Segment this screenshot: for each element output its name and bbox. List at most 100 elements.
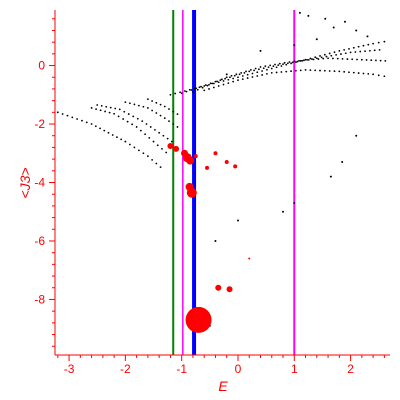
y-tick-label: 0 bbox=[38, 59, 45, 73]
black-point bbox=[348, 47, 350, 50]
black-point bbox=[286, 62, 289, 65]
y-tick-label: -6 bbox=[34, 234, 45, 248]
black-point bbox=[370, 59, 373, 62]
black-point bbox=[241, 75, 244, 77]
red-point bbox=[193, 154, 198, 159]
black-point bbox=[225, 73, 228, 76]
black-point bbox=[123, 110, 126, 113]
black-point bbox=[136, 117, 139, 120]
black-point bbox=[240, 71, 243, 74]
black-point bbox=[151, 100, 154, 102]
black-point bbox=[245, 70, 247, 73]
black-point bbox=[203, 85, 206, 87]
black-point bbox=[159, 103, 162, 106]
black-point bbox=[256, 75, 259, 77]
large-red-point bbox=[185, 306, 212, 333]
black-point bbox=[368, 49, 371, 52]
black-point bbox=[176, 126, 179, 128]
black-point bbox=[259, 49, 262, 52]
black-point bbox=[127, 113, 130, 115]
black-point bbox=[159, 166, 162, 169]
black-point bbox=[294, 61, 297, 64]
black-point bbox=[329, 175, 332, 178]
black-point bbox=[293, 60, 296, 63]
black-point bbox=[314, 56, 317, 59]
x-tick-label: 1 bbox=[291, 362, 298, 376]
black-point bbox=[355, 134, 358, 137]
black-point bbox=[216, 80, 218, 83]
red-point bbox=[186, 156, 195, 165]
black-point bbox=[154, 128, 156, 131]
red-point bbox=[215, 284, 222, 291]
black-point bbox=[341, 57, 344, 60]
black-point bbox=[158, 131, 161, 134]
black-point bbox=[152, 140, 155, 143]
black-point bbox=[270, 67, 273, 70]
black-point bbox=[307, 59, 310, 61]
black-point bbox=[139, 129, 142, 132]
black-data-points bbox=[56, 11, 387, 327]
black-point bbox=[133, 146, 136, 149]
red-point bbox=[226, 286, 233, 293]
black-point bbox=[204, 84, 207, 86]
red-point bbox=[224, 160, 229, 165]
black-point bbox=[224, 77, 227, 80]
black-point bbox=[114, 107, 117, 110]
black-point bbox=[146, 98, 149, 101]
black-point bbox=[104, 110, 107, 113]
black-point bbox=[233, 74, 236, 77]
black-point bbox=[325, 55, 328, 58]
black-point bbox=[373, 49, 376, 52]
black-point bbox=[269, 64, 272, 67]
black-point bbox=[188, 88, 191, 91]
black-point bbox=[327, 57, 329, 60]
black-point bbox=[362, 44, 365, 47]
black-point bbox=[108, 111, 111, 114]
black-point bbox=[155, 101, 158, 104]
black-point bbox=[357, 72, 360, 74]
black-point bbox=[304, 69, 307, 71]
black-point bbox=[151, 158, 154, 161]
black-point bbox=[330, 54, 333, 57]
black-point bbox=[375, 59, 377, 62]
black-point bbox=[254, 67, 257, 70]
black-point bbox=[229, 76, 231, 79]
black-point bbox=[241, 78, 244, 81]
black-point bbox=[288, 61, 291, 63]
black-point bbox=[275, 66, 278, 69]
black-point bbox=[118, 108, 121, 111]
black-point bbox=[183, 90, 186, 92]
x-tick-label: 2 bbox=[347, 362, 354, 376]
black-point bbox=[222, 83, 225, 86]
black-point bbox=[113, 112, 116, 115]
black-point bbox=[107, 131, 110, 134]
black-point bbox=[343, 20, 346, 23]
y-axis-ticks: 0 -2 -4 -6 -8 bbox=[34, 18, 55, 347]
black-point bbox=[280, 71, 283, 73]
black-point bbox=[117, 115, 120, 118]
black-point bbox=[343, 70, 346, 73]
black-point bbox=[317, 58, 320, 60]
black-point bbox=[172, 123, 175, 125]
black-point bbox=[196, 88, 199, 91]
black-point bbox=[296, 60, 299, 63]
black-point bbox=[128, 102, 131, 105]
black-point bbox=[378, 48, 381, 51]
black-point bbox=[315, 57, 318, 60]
black-point bbox=[94, 125, 97, 128]
black-point bbox=[283, 61, 286, 64]
black-point bbox=[280, 65, 283, 67]
black-point bbox=[293, 201, 296, 204]
black-point bbox=[319, 69, 321, 72]
black-point bbox=[96, 104, 99, 106]
black-point bbox=[333, 51, 336, 54]
black-point bbox=[285, 70, 288, 73]
black-point bbox=[165, 151, 168, 154]
black-point bbox=[95, 108, 98, 111]
black-point bbox=[124, 140, 127, 143]
black-point bbox=[85, 121, 88, 124]
black-point bbox=[352, 71, 355, 74]
black-point bbox=[146, 155, 149, 158]
red-point bbox=[213, 151, 218, 156]
black-point bbox=[383, 40, 386, 43]
